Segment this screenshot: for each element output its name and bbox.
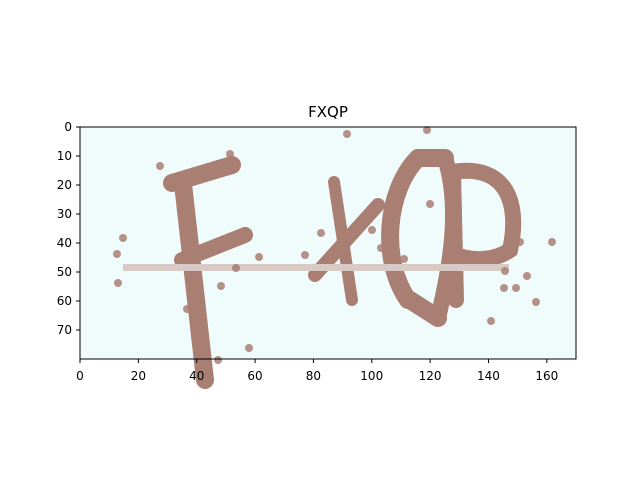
noise-dot xyxy=(343,130,351,138)
noise-dot xyxy=(183,305,191,313)
noise-dot xyxy=(156,162,164,170)
noise-dot xyxy=(217,282,225,290)
y-tick-label: 10 xyxy=(57,149,72,163)
x-tick-label: 60 xyxy=(247,369,262,383)
noise-dot xyxy=(191,320,199,328)
glyph-x xyxy=(308,176,385,306)
y-tick-label: 40 xyxy=(57,236,72,250)
glyph-f xyxy=(163,156,253,389)
x-tick-label: 0 xyxy=(76,369,84,383)
noise-dot xyxy=(245,344,253,352)
noise-dot xyxy=(512,284,520,292)
noise-dot xyxy=(114,279,122,287)
noise-dot xyxy=(214,356,222,364)
x-tick-label: 120 xyxy=(419,369,442,383)
noise-dots xyxy=(113,126,556,364)
y-tick-label: 30 xyxy=(57,207,72,221)
x-axis: 0 20 40 60 80 100 120 140 160 xyxy=(76,359,558,383)
noise-dot xyxy=(368,226,376,234)
noise-dot xyxy=(119,234,127,242)
noise-dot xyxy=(377,244,385,252)
noise-dot xyxy=(523,272,531,280)
x-tick-label: 20 xyxy=(131,369,146,383)
captcha-glyphs xyxy=(163,149,522,389)
x-tick-label: 160 xyxy=(535,369,558,383)
y-tick-label: 0 xyxy=(64,120,72,134)
noise-dot xyxy=(226,150,234,158)
figure-title: FXQP xyxy=(308,103,348,121)
noise-dot xyxy=(255,253,263,261)
strike-line xyxy=(123,264,509,271)
noise-dot xyxy=(426,200,434,208)
noise-dot xyxy=(501,267,509,275)
y-tick-label: 20 xyxy=(57,178,72,192)
noise-dot xyxy=(532,298,540,306)
y-tick-label: 60 xyxy=(57,294,72,308)
glyph-p xyxy=(444,162,522,308)
x-tick-label: 140 xyxy=(477,369,500,383)
x-tick-label: 80 xyxy=(306,369,321,383)
noise-dot xyxy=(516,238,524,246)
noise-dot xyxy=(317,229,325,237)
noise-dot xyxy=(487,317,495,325)
captcha-image xyxy=(80,126,576,389)
noise-dot xyxy=(113,250,121,258)
noise-dot xyxy=(548,238,556,246)
noise-dot xyxy=(500,284,508,292)
noise-dot xyxy=(423,126,431,134)
y-axis: 0 10 20 30 40 50 60 70 xyxy=(57,120,80,337)
captcha-background xyxy=(80,127,576,359)
x-tick-label: 40 xyxy=(189,369,204,383)
y-tick-label: 50 xyxy=(57,265,72,279)
noise-dot xyxy=(400,255,408,263)
noise-dot xyxy=(301,251,309,259)
y-tick-label: 70 xyxy=(57,323,72,337)
x-tick-label: 100 xyxy=(360,369,383,383)
noise-dot xyxy=(232,264,240,272)
